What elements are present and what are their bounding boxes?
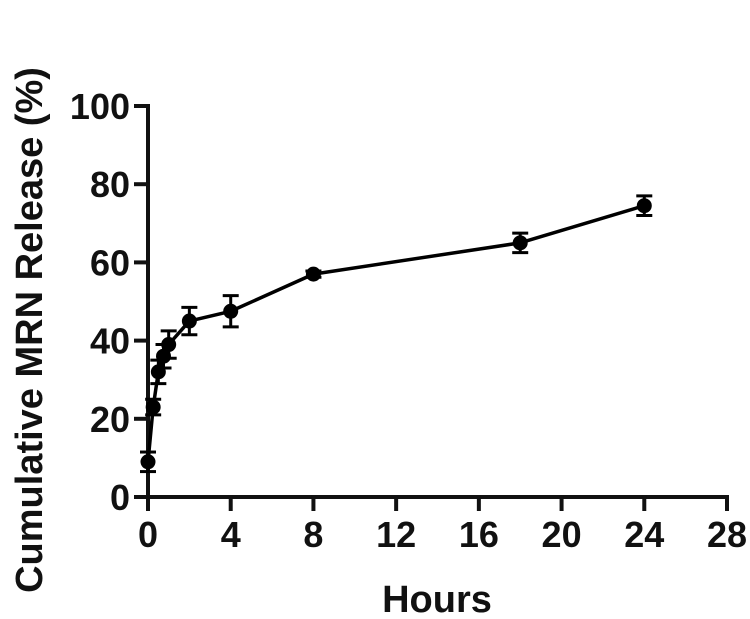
x-tick-label: 24 — [624, 514, 664, 555]
x-tick-label: 8 — [303, 514, 323, 555]
y-tick-label: 20 — [90, 399, 130, 440]
y-tick-label: 40 — [90, 321, 130, 362]
x-tick-label: 4 — [221, 514, 241, 555]
data-point — [145, 399, 161, 415]
y-axis-title: Cumulative MRN Release (%) — [9, 67, 51, 593]
x-tick-label: 0 — [138, 514, 158, 555]
y-tick-label: 100 — [70, 86, 130, 127]
data-point — [161, 337, 177, 353]
data-series — [140, 194, 653, 474]
x-tick-label: 20 — [542, 514, 582, 555]
data-point — [512, 235, 528, 251]
x-axis-title: Hours — [382, 579, 492, 619]
axes: 0 20 40 60 80 100 0 4 8 12 16 20 24 28 — [70, 86, 747, 555]
y-tick-label: 80 — [90, 164, 130, 205]
data-point — [636, 198, 652, 214]
data-point — [140, 454, 156, 470]
data-point — [305, 266, 321, 282]
x-tick-label: 16 — [459, 514, 499, 555]
y-tick-label: 60 — [90, 242, 130, 283]
y-tick-label: 0 — [110, 477, 130, 518]
data-point — [223, 303, 239, 319]
series-line — [146, 204, 645, 462]
x-tick-label: 12 — [376, 514, 416, 555]
x-tick-label: 28 — [707, 514, 747, 555]
data-point — [181, 313, 197, 329]
